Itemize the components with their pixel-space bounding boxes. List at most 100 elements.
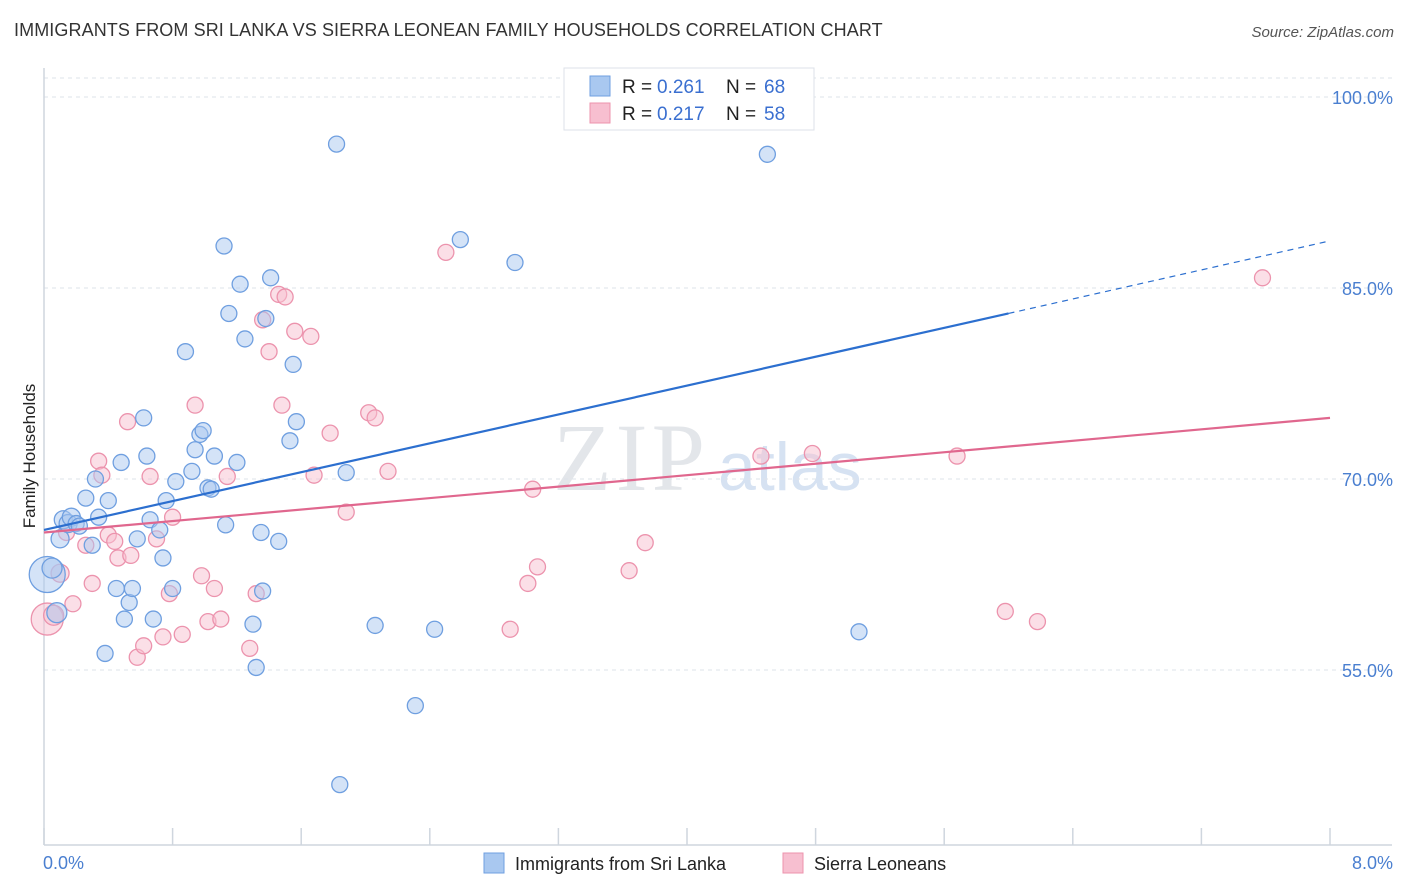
legend-r-label-2: R = — [622, 104, 652, 125]
point-sierra-leoneans — [276, 288, 294, 306]
point-sri-lanka — [236, 330, 254, 348]
point-sierra-leoneans — [186, 396, 204, 414]
legend-r-label-1: R = — [622, 77, 652, 98]
legend-swatch-blue — [589, 75, 611, 97]
top-legend: R = 0.261 N = 68 R = 0.217 N = 58 — [563, 67, 815, 131]
point-sri-lanka — [154, 549, 172, 567]
point-sierra-leoneans — [212, 610, 230, 628]
point-sri-lanka — [220, 304, 238, 323]
bottom-legend: Immigrants from Sri Lanka Sierra Leonean… — [483, 852, 946, 874]
point-sierra-leoneans — [379, 462, 397, 481]
point-sri-lanka — [77, 489, 95, 507]
point-sri-lanka — [99, 491, 117, 510]
point-sri-lanka — [167, 472, 185, 491]
legend-n-value-1: 68 — [764, 77, 785, 98]
source-credit: Source: ZipAtlas.com — [1251, 24, 1394, 41]
x-axis-ticks — [43, 828, 1331, 845]
point-sri-lanka — [284, 355, 302, 374]
bottom-legend-label-sri-lanka: Immigrants from Sri Lanka — [515, 854, 727, 874]
point-sierra-leoneans — [90, 452, 108, 470]
point-sri-lanka — [135, 409, 153, 427]
point-sri-lanka — [120, 593, 138, 612]
axes — [43, 68, 1392, 846]
point-sri-lanka — [183, 462, 201, 481]
point-sierra-leoneans — [437, 243, 455, 261]
point-sri-lanka — [83, 536, 101, 554]
trend-lines — [43, 240, 1331, 534]
point-sierra-leoneans — [205, 579, 224, 598]
point-sri-lanka — [115, 610, 134, 628]
y-tick-label: 55.0% — [1342, 661, 1393, 681]
bottom-legend-label-sierra-leoneans: Sierra Leoneans — [814, 854, 946, 874]
point-sierra-leoneans — [636, 534, 654, 552]
point-sri-lanka — [151, 521, 169, 539]
point-sri-lanka — [247, 658, 265, 677]
bottom-legend-swatch-pink — [782, 852, 804, 874]
point-sierra-leoneans — [501, 620, 519, 638]
point-sierra-leoneans — [260, 343, 278, 361]
y-axis-tick-labels: 55.0% 70.0% 85.0% 100.0% — [1332, 88, 1393, 681]
point-sri-lanka — [194, 421, 212, 440]
point-sierra-leoneans — [286, 322, 304, 340]
point-sri-lanka — [337, 463, 355, 482]
point-sierra-leoneans — [241, 639, 259, 658]
legend-r-value-2: 0.217 — [657, 104, 705, 125]
point-sri-lanka — [506, 253, 524, 272]
point-sierra-leoneans — [141, 467, 159, 486]
point-sierra-leoneans — [163, 508, 182, 526]
point-sri-lanka — [331, 775, 349, 794]
x-tick-label-max: 8.0% — [1352, 853, 1393, 873]
point-sri-lanka — [96, 644, 114, 663]
point-sri-lanka — [107, 579, 125, 598]
point-sri-lanka — [138, 447, 156, 465]
point-sri-lanka — [244, 615, 262, 633]
legend-n-label-2: N = — [726, 104, 756, 125]
trend-line-sri-lanka-extension — [1008, 240, 1331, 315]
point-sierra-leoneans — [83, 574, 101, 593]
point-sri-lanka — [758, 145, 777, 163]
point-sri-lanka — [231, 275, 249, 293]
point-sierra-leoneans — [1253, 269, 1272, 287]
point-sri-lanka — [86, 470, 105, 488]
trend-line-sri-lanka — [43, 312, 1009, 532]
point-sierra-leoneans — [1028, 612, 1047, 631]
point-sierra-leoneans — [337, 503, 355, 521]
point-sri-lanka — [176, 343, 195, 361]
point-sri-lanka — [205, 447, 224, 465]
point-sierra-leoneans — [135, 637, 153, 655]
point-sri-lanka — [46, 602, 68, 624]
point-sierra-leoneans — [803, 444, 822, 463]
y-tick-label: 100.0% — [1332, 88, 1393, 108]
point-sri-lanka — [281, 432, 299, 450]
point-sri-lanka — [257, 309, 275, 328]
point-sri-lanka — [425, 620, 444, 638]
watermark-zip: ZIP — [553, 404, 709, 511]
point-sierra-leoneans — [996, 602, 1014, 621]
point-sierra-leoneans — [752, 447, 770, 465]
point-sri-lanka — [327, 135, 346, 153]
point-sri-lanka — [186, 441, 204, 459]
trend-line-sierra-leoneans — [43, 416, 1331, 534]
legend-n-label-1: N = — [726, 77, 756, 98]
point-sri-lanka — [228, 453, 246, 472]
point-sierra-leoneans — [122, 546, 140, 565]
point-sri-lanka — [163, 579, 182, 598]
point-sri-lanka — [262, 269, 280, 287]
point-sierra-leoneans — [118, 413, 137, 431]
bottom-legend-swatch-blue — [483, 852, 505, 874]
y-tick-label: 85.0% — [1342, 279, 1393, 299]
point-sierra-leoneans — [273, 396, 291, 414]
x-tick-label-min: 0.0% — [43, 853, 84, 873]
point-sierra-leoneans — [154, 628, 172, 646]
point-sierra-leoneans — [173, 625, 191, 643]
y-tick-label: 70.0% — [1342, 470, 1393, 490]
point-sierra-leoneans — [321, 424, 339, 442]
point-sri-lanka — [50, 529, 70, 549]
point-sri-lanka — [123, 579, 142, 598]
point-sri-lanka — [216, 516, 235, 534]
y-axis-label: Family Households — [20, 384, 39, 529]
point-sri-lanka — [270, 532, 288, 551]
point-sierra-leoneans — [302, 327, 320, 346]
point-sierra-leoneans — [519, 574, 537, 593]
legend-r-value-1: 0.261 — [657, 77, 705, 98]
